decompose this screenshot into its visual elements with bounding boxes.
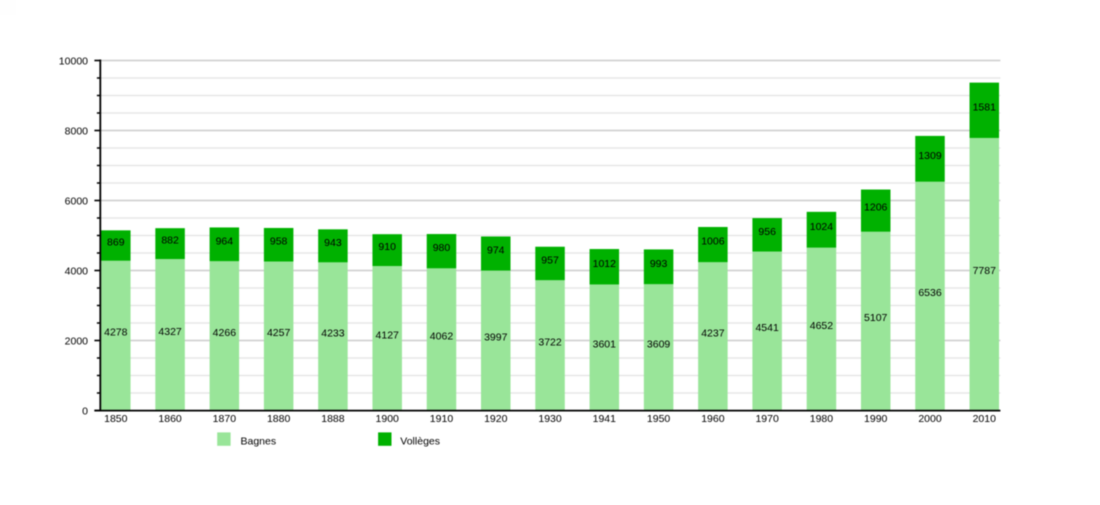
svg-text:6536: 6536 bbox=[918, 287, 942, 299]
svg-text:1941: 1941 bbox=[593, 413, 617, 425]
svg-text:4327: 4327 bbox=[158, 326, 182, 338]
svg-text:4062: 4062 bbox=[430, 330, 454, 342]
svg-text:4541: 4541 bbox=[755, 322, 779, 334]
svg-text:974: 974 bbox=[487, 245, 505, 257]
svg-text:943: 943 bbox=[324, 237, 342, 249]
svg-text:4266: 4266 bbox=[213, 327, 237, 339]
svg-text:3997: 3997 bbox=[484, 332, 508, 344]
svg-text:Bagnes: Bagnes bbox=[241, 436, 277, 448]
svg-text:956: 956 bbox=[758, 226, 776, 238]
svg-text:10000: 10000 bbox=[59, 56, 88, 68]
svg-text:4257: 4257 bbox=[267, 327, 291, 339]
svg-text:1581: 1581 bbox=[973, 101, 997, 113]
svg-text:964: 964 bbox=[216, 235, 234, 247]
svg-text:4237: 4237 bbox=[701, 327, 725, 339]
svg-text:1309: 1309 bbox=[918, 150, 942, 162]
svg-text:1850: 1850 bbox=[104, 413, 128, 425]
svg-text:3609: 3609 bbox=[647, 338, 671, 350]
svg-text:6000: 6000 bbox=[65, 196, 89, 208]
svg-text:0: 0 bbox=[82, 406, 88, 418]
svg-text:Vollèges: Vollèges bbox=[400, 436, 440, 448]
svg-text:1012: 1012 bbox=[593, 258, 617, 270]
svg-text:1860: 1860 bbox=[158, 413, 182, 425]
svg-text:2000: 2000 bbox=[918, 413, 942, 425]
svg-text:1880: 1880 bbox=[267, 413, 291, 425]
svg-text:4127: 4127 bbox=[376, 329, 400, 341]
svg-text:4652: 4652 bbox=[810, 320, 834, 332]
svg-text:1990: 1990 bbox=[864, 413, 888, 425]
svg-text:8000: 8000 bbox=[65, 126, 89, 138]
svg-text:1980: 1980 bbox=[810, 413, 834, 425]
svg-text:7787: 7787 bbox=[973, 265, 997, 277]
svg-text:1950: 1950 bbox=[647, 413, 671, 425]
svg-text:4000: 4000 bbox=[65, 266, 89, 278]
svg-text:957: 957 bbox=[541, 254, 559, 266]
svg-text:1870: 1870 bbox=[213, 413, 237, 425]
svg-text:1920: 1920 bbox=[484, 413, 508, 425]
svg-text:1970: 1970 bbox=[755, 413, 779, 425]
svg-text:1024: 1024 bbox=[810, 221, 834, 233]
svg-text:993: 993 bbox=[650, 258, 668, 270]
svg-text:1006: 1006 bbox=[701, 236, 725, 248]
svg-text:3722: 3722 bbox=[538, 336, 562, 348]
svg-text:4278: 4278 bbox=[104, 327, 128, 339]
svg-text:1206: 1206 bbox=[864, 202, 888, 214]
svg-text:2000: 2000 bbox=[65, 336, 89, 348]
svg-text:910: 910 bbox=[378, 241, 396, 253]
svg-text:980: 980 bbox=[433, 242, 451, 254]
svg-text:1910: 1910 bbox=[430, 413, 454, 425]
svg-text:958: 958 bbox=[270, 236, 288, 248]
svg-text:1960: 1960 bbox=[701, 413, 725, 425]
svg-text:2010: 2010 bbox=[973, 413, 997, 425]
svg-text:1900: 1900 bbox=[376, 413, 400, 425]
svg-text:3601: 3601 bbox=[593, 338, 617, 350]
svg-text:1888: 1888 bbox=[321, 413, 345, 425]
svg-text:1930: 1930 bbox=[538, 413, 562, 425]
svg-text:882: 882 bbox=[161, 235, 179, 247]
svg-text:5107: 5107 bbox=[864, 312, 888, 324]
svg-text:4233: 4233 bbox=[321, 327, 345, 339]
svg-text:869: 869 bbox=[107, 237, 125, 249]
